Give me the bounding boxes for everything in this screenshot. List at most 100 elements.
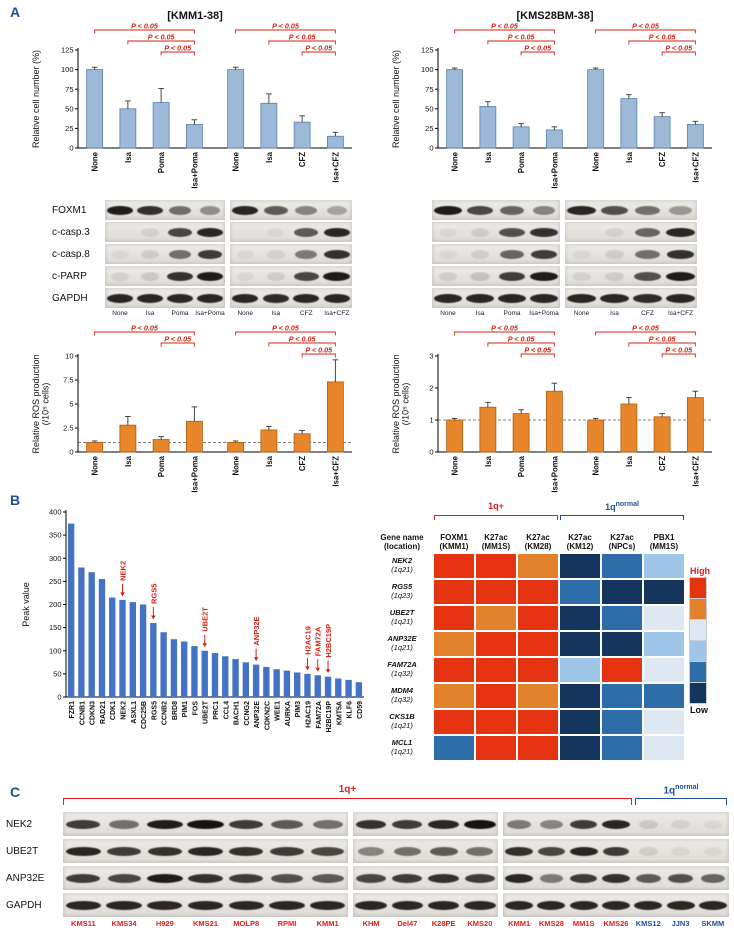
blot-lane (144, 812, 185, 836)
gene-annotation: RGS5 (149, 584, 158, 604)
blot-band (323, 293, 350, 303)
significance-bracket (94, 331, 195, 336)
blot-lane (664, 266, 697, 286)
blot-lane (565, 288, 598, 308)
significance-bracket (487, 342, 555, 347)
category-label: ANP32E (254, 701, 261, 729)
heatmap-cell (644, 658, 684, 682)
bar (67, 523, 75, 697)
category-label: H2BC19P (326, 701, 333, 733)
blot-band (499, 227, 525, 237)
blot-lane (464, 266, 496, 286)
blot-band (65, 846, 101, 856)
blot-strip (230, 200, 352, 220)
blot-lane (353, 866, 389, 890)
blot-strip (503, 866, 729, 890)
lane-label: KMM1 (316, 919, 339, 928)
blot-lane (631, 244, 664, 264)
blot-lane (230, 244, 261, 264)
blot-band (505, 846, 533, 856)
category-label: None (232, 151, 241, 171)
blot-lane (600, 839, 632, 863)
bar (88, 572, 95, 697)
lane-label: KMS26 (603, 919, 629, 928)
blot-lane (535, 839, 567, 863)
significance-label: P < 0.05 (272, 22, 300, 31)
heatmap-cell (602, 554, 642, 578)
blot-lane (104, 893, 145, 917)
blot-lane (528, 244, 560, 264)
blot-lane (267, 893, 308, 917)
heatmap-col-header: PBX1 (MM1S) (649, 532, 679, 552)
blot-strip (63, 839, 348, 863)
blot-lane (185, 812, 226, 836)
blot-band (466, 846, 494, 856)
blot-band (187, 819, 224, 829)
heatmap-cell (602, 580, 642, 604)
chart-kms28-ros: 0 1 2 3 Relative ROS production (/10⁵ cells) N… (390, 324, 720, 498)
bar (260, 429, 278, 453)
blot-lane (426, 893, 462, 917)
blot-lane (144, 839, 185, 863)
lane-label: SKMM (701, 919, 725, 928)
kmm1-title: [KMM1-38] (167, 10, 223, 22)
blot-lane (631, 266, 664, 286)
category-label: Poma (157, 151, 166, 173)
significance-bracket (487, 40, 555, 45)
heatmap-cell (518, 710, 558, 734)
blot-band (570, 819, 598, 829)
blot-lane (600, 866, 632, 890)
blot-lane (632, 866, 664, 890)
category-label: None (592, 151, 601, 171)
bar (119, 424, 137, 453)
blot-lane (291, 222, 322, 242)
significance-bracket (595, 331, 696, 336)
blot-lane (632, 839, 664, 863)
y-tick-label: 50 (65, 104, 73, 113)
blot-lane (632, 893, 664, 917)
bar (152, 439, 170, 453)
panel-c-1q-normal-label: 1qnormal (635, 784, 727, 796)
category-label: Isa+Poma (550, 455, 559, 492)
category-label: CFZ (658, 152, 667, 167)
blot-band (187, 900, 224, 910)
bar (86, 442, 104, 453)
category-label: FZR1 (69, 701, 76, 719)
bar (86, 69, 104, 149)
category-label: None (91, 455, 100, 475)
category-label: CD59 (357, 701, 364, 719)
heatmap-cell (518, 658, 558, 682)
heatmap-cell (560, 658, 600, 682)
y-axis-label: (/10⁵ cells) (401, 383, 411, 426)
significance-bracket (628, 40, 696, 45)
significance-bracket (661, 353, 696, 358)
blot-row-label: c-PARP (52, 270, 87, 282)
significance-label: P < 0.05 (305, 346, 333, 355)
blot-lane (104, 812, 145, 836)
blot-band (666, 227, 695, 237)
blot-band (146, 819, 183, 829)
heatmap-cell (602, 684, 642, 708)
heatmap-gene-label: UBE2T (1q21) (372, 606, 432, 630)
category-label: Isa (625, 455, 634, 467)
blot-lane (135, 288, 165, 308)
blot-band (571, 271, 592, 281)
y-axis-label: Relative ROS production (391, 354, 401, 453)
blot-lane (165, 266, 195, 286)
blot-strip (105, 200, 225, 220)
blot-band (65, 900, 101, 910)
blot-lane (165, 200, 195, 220)
blot-band (438, 249, 458, 259)
legend-color-cell (689, 682, 707, 704)
significance-bracket (595, 29, 696, 34)
heatmap-gene-label: FAM72A (1q32) (372, 658, 432, 682)
category-label: PRC1 (213, 701, 220, 720)
category-label: PIM3 (295, 701, 302, 717)
bar (185, 124, 203, 149)
bar (283, 670, 291, 697)
lane-label: KHM (362, 919, 380, 928)
blot-band (167, 271, 193, 281)
blot-band (323, 249, 350, 259)
blot-strip (432, 266, 560, 286)
blot-band (106, 205, 134, 215)
